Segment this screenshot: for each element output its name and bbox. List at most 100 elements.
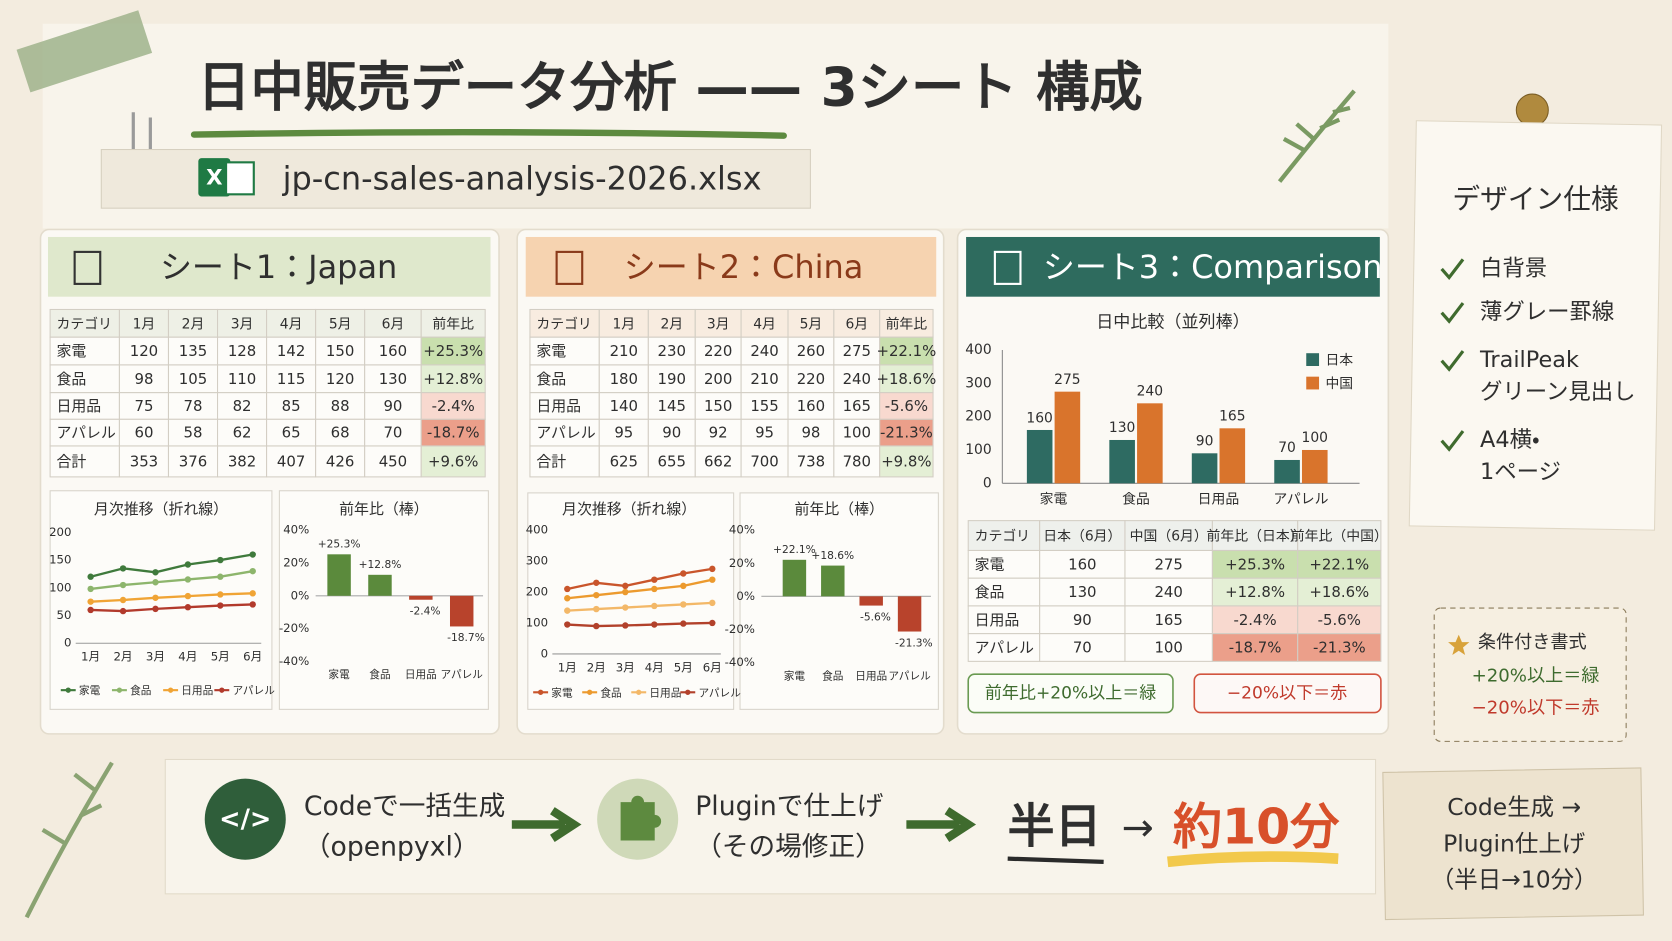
table-header: 前年比 (886, 315, 928, 332)
table-text: 128 (228, 342, 256, 360)
conditional-rule: +20%以上＝緑 (1472, 665, 1600, 686)
table-text: -5.6% (1318, 611, 1361, 629)
table-cell (420, 392, 486, 420)
table-text: 62 (233, 424, 252, 442)
table-text: -21.3% (1313, 639, 1366, 657)
bar (859, 596, 883, 606)
spec-item: TrailPeak (1479, 347, 1579, 373)
table-cell (529, 308, 600, 338)
table-cell (49, 392, 120, 420)
table-cell (1211, 633, 1299, 662)
bar (1219, 428, 1246, 484)
y-tick-label: 300 (965, 375, 991, 391)
table-cell (1039, 549, 1126, 579)
table-cell (1297, 605, 1382, 635)
table-cell (49, 445, 120, 478)
table-text: 合計 (57, 453, 87, 471)
conditional-title: 条件付き書式 (1478, 632, 1587, 653)
table-text: 210 (750, 370, 778, 388)
x-tick-label: 3月 (616, 660, 635, 674)
table-header: 3月 (231, 316, 254, 332)
table-text: 70 (383, 424, 402, 442)
table-text: -2.4% (432, 397, 475, 415)
point (87, 598, 94, 605)
point (680, 601, 687, 608)
table-cell (1124, 520, 1213, 552)
value-label: 130 (1109, 420, 1135, 436)
legend-dot (116, 687, 123, 693)
step-text: （その場修正） (695, 831, 882, 862)
chart-title: 前年比（棒） (794, 500, 883, 518)
point (119, 581, 127, 589)
table-header: 6月 (382, 316, 405, 332)
table-text: 382 (228, 453, 256, 471)
table-cell (740, 308, 789, 338)
point (564, 621, 571, 628)
point (651, 621, 658, 628)
table-text: 165 (1154, 611, 1182, 629)
table-text: 450 (379, 453, 407, 471)
x-tick-label: アパレル (888, 669, 931, 682)
spec-note (1408, 120, 1663, 531)
sheet-icons (73, 250, 1022, 285)
point (564, 607, 571, 614)
table-text: 98 (134, 370, 153, 388)
table-cell (1297, 633, 1382, 662)
bar (1274, 459, 1300, 484)
table-cell (420, 445, 486, 478)
table-text: 165 (843, 397, 871, 415)
table-cell (364, 336, 422, 366)
table-cell (315, 445, 366, 478)
point (184, 561, 192, 568)
table-cell (647, 308, 696, 338)
x-tick-label: 日用品 (405, 668, 437, 681)
y-tick-label: -40% (725, 655, 755, 669)
table-text: 105 (179, 370, 207, 388)
table-cell (1124, 577, 1213, 607)
table-text: 150 (704, 397, 732, 415)
spec-title: デザイン仕様 (1452, 183, 1618, 216)
table-text: -18.7% (1229, 639, 1282, 657)
star (1448, 634, 1470, 655)
value-label: -18.7% (447, 631, 485, 644)
excel-sheet (224, 161, 255, 196)
legend-label: 中国 (1325, 376, 1353, 392)
table-text: 88 (331, 397, 350, 415)
leaf-deco (1277, 89, 1356, 183)
table-header: 2月 (182, 316, 205, 332)
result-after: 約10分 (1173, 797, 1340, 855)
y-tick-label: 400 (965, 342, 991, 358)
legend-label: 日本 (1325, 353, 1353, 369)
point (217, 573, 224, 580)
table-cell (647, 364, 696, 394)
point (249, 590, 256, 597)
table-cell (364, 418, 422, 447)
value-label: -2.4% (410, 604, 441, 617)
line-series (90, 603, 253, 613)
table-text: +9.8% (881, 453, 931, 471)
table-text: 240 (843, 370, 871, 388)
point (87, 606, 94, 614)
tape (16, 10, 153, 93)
note-line: Code生成 → (1447, 793, 1581, 821)
bar (368, 574, 392, 596)
table-text: +12.8% (423, 370, 483, 388)
table-cell (694, 336, 742, 366)
legend-swatch (1306, 376, 1320, 390)
legend-label: 日用品 (649, 686, 681, 699)
point (119, 565, 127, 572)
legend-label: 食品 (130, 684, 151, 697)
table-cell (315, 392, 366, 420)
filename: jp-cn-sales-analysis-2026.xlsx (282, 159, 762, 197)
bar (897, 596, 922, 632)
point (119, 596, 127, 604)
point (217, 556, 224, 564)
bar (1109, 439, 1135, 484)
value-label: 100 (1302, 430, 1328, 446)
table-text: -2.4% (1233, 611, 1276, 629)
table-text: +22.1% (876, 342, 936, 360)
table-cell (740, 392, 789, 420)
y-tick-label: -20% (725, 622, 755, 636)
bar (327, 554, 351, 596)
